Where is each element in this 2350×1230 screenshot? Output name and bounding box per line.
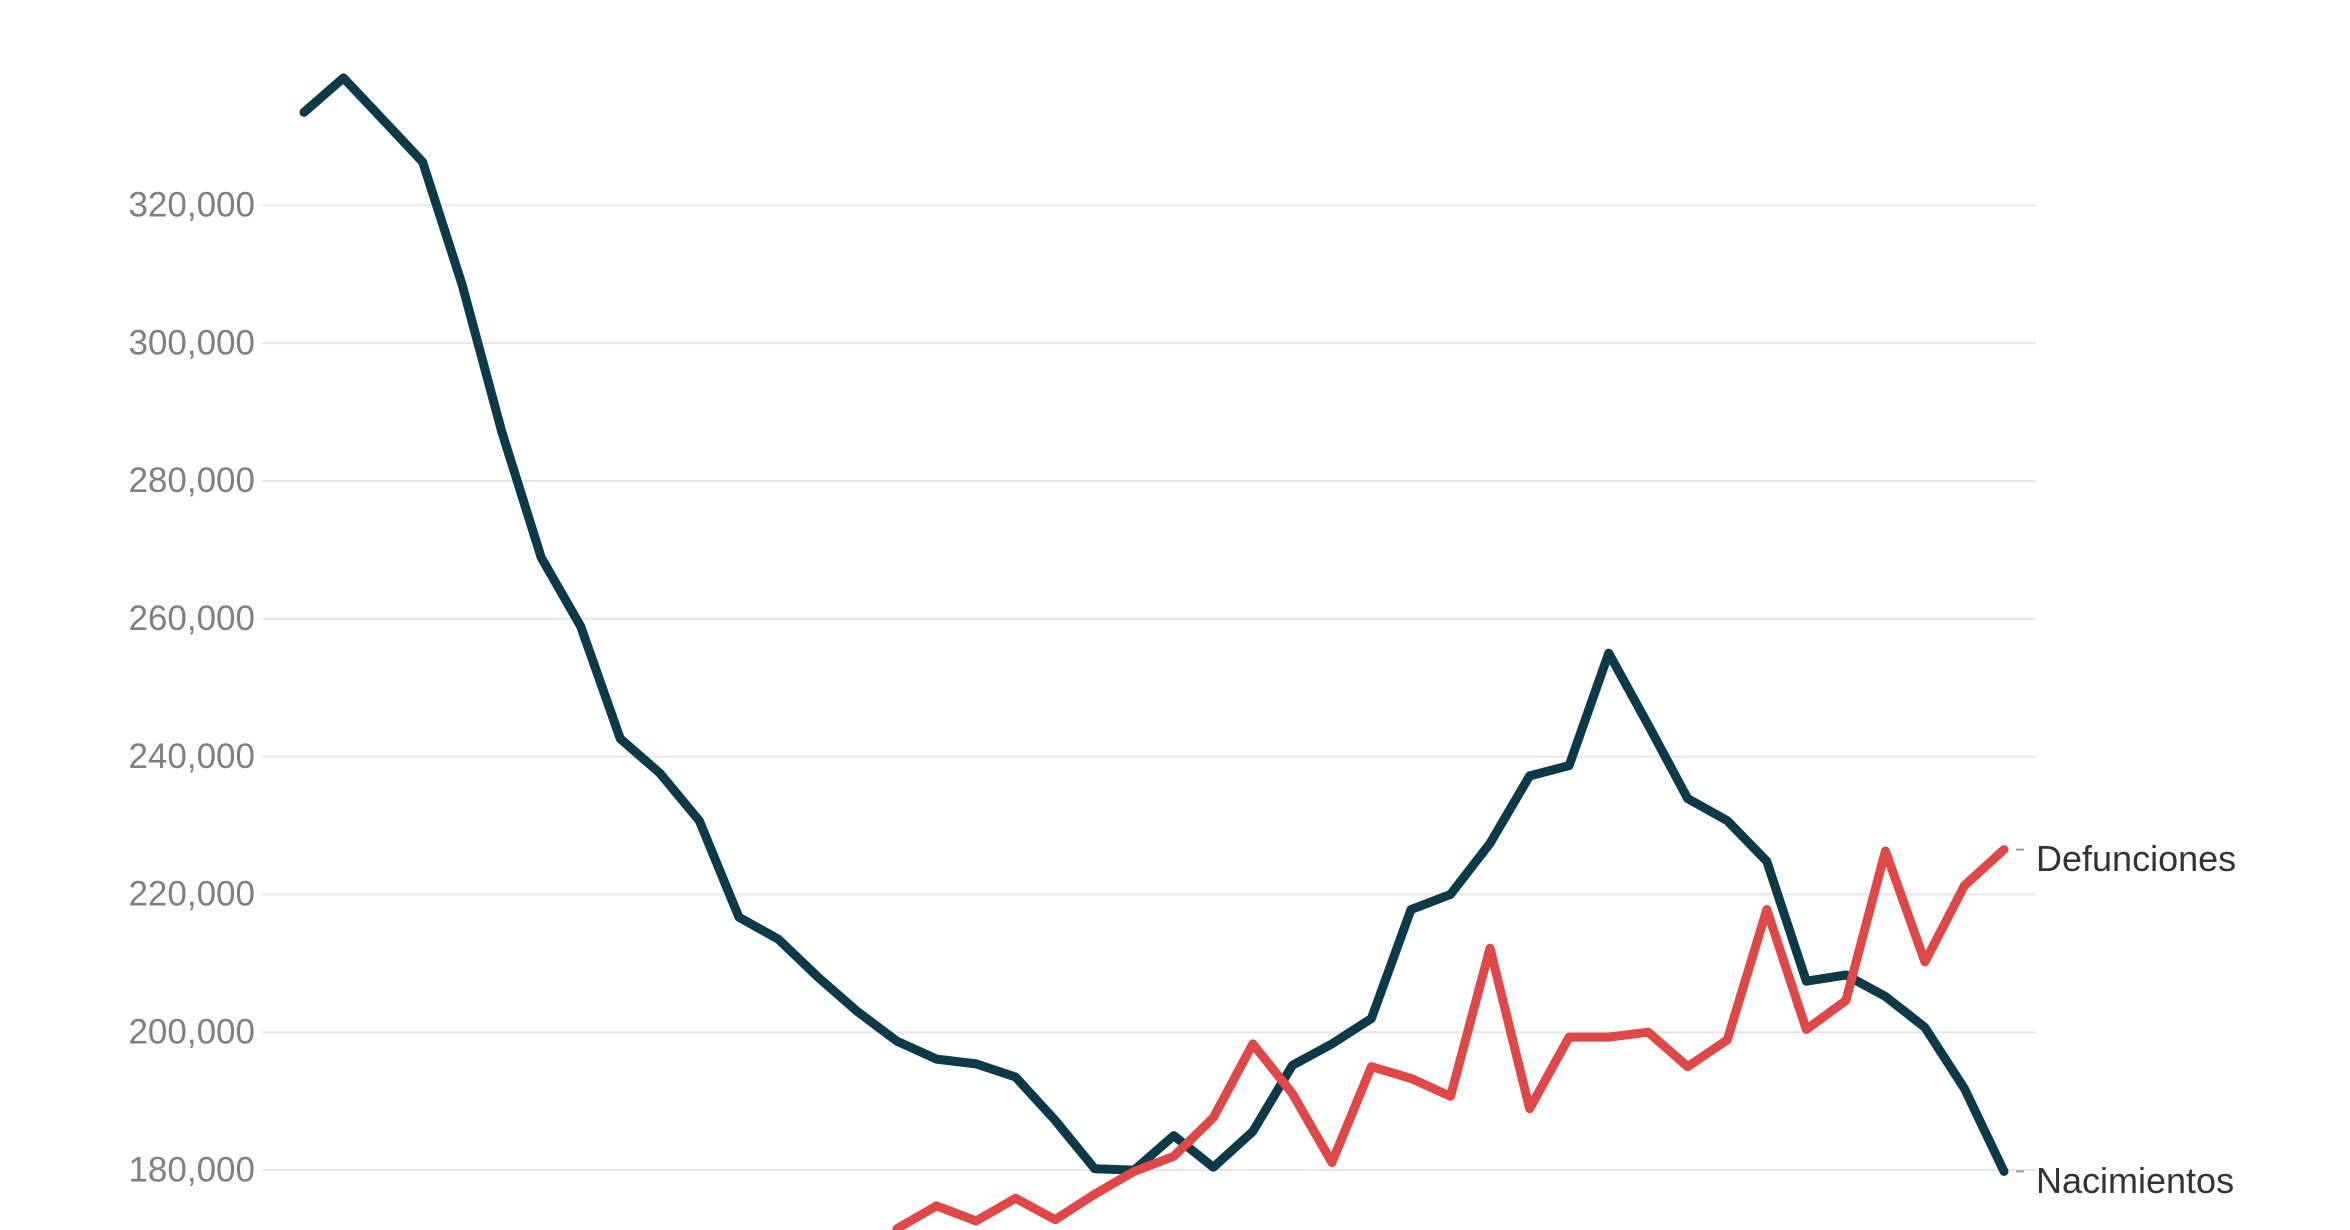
series-line (299, 73, 2009, 1176)
y-tick-label: 320,000 (128, 186, 255, 225)
series-line (892, 845, 2009, 1230)
y-tick-label: 280,000 (128, 461, 255, 500)
y-tick-label: 220,000 (128, 875, 255, 914)
series-label: Nacimientos (2036, 1160, 2234, 1201)
y-tick-label: 180,000 (128, 1150, 255, 1189)
y-tick-label: 260,000 (128, 599, 255, 638)
series-label: Defunciones (2036, 838, 2236, 879)
y-tick-label: 300,000 (128, 323, 255, 362)
y-tick-label: 240,000 (128, 737, 255, 776)
y-tick-label: 200,000 (128, 1012, 255, 1051)
